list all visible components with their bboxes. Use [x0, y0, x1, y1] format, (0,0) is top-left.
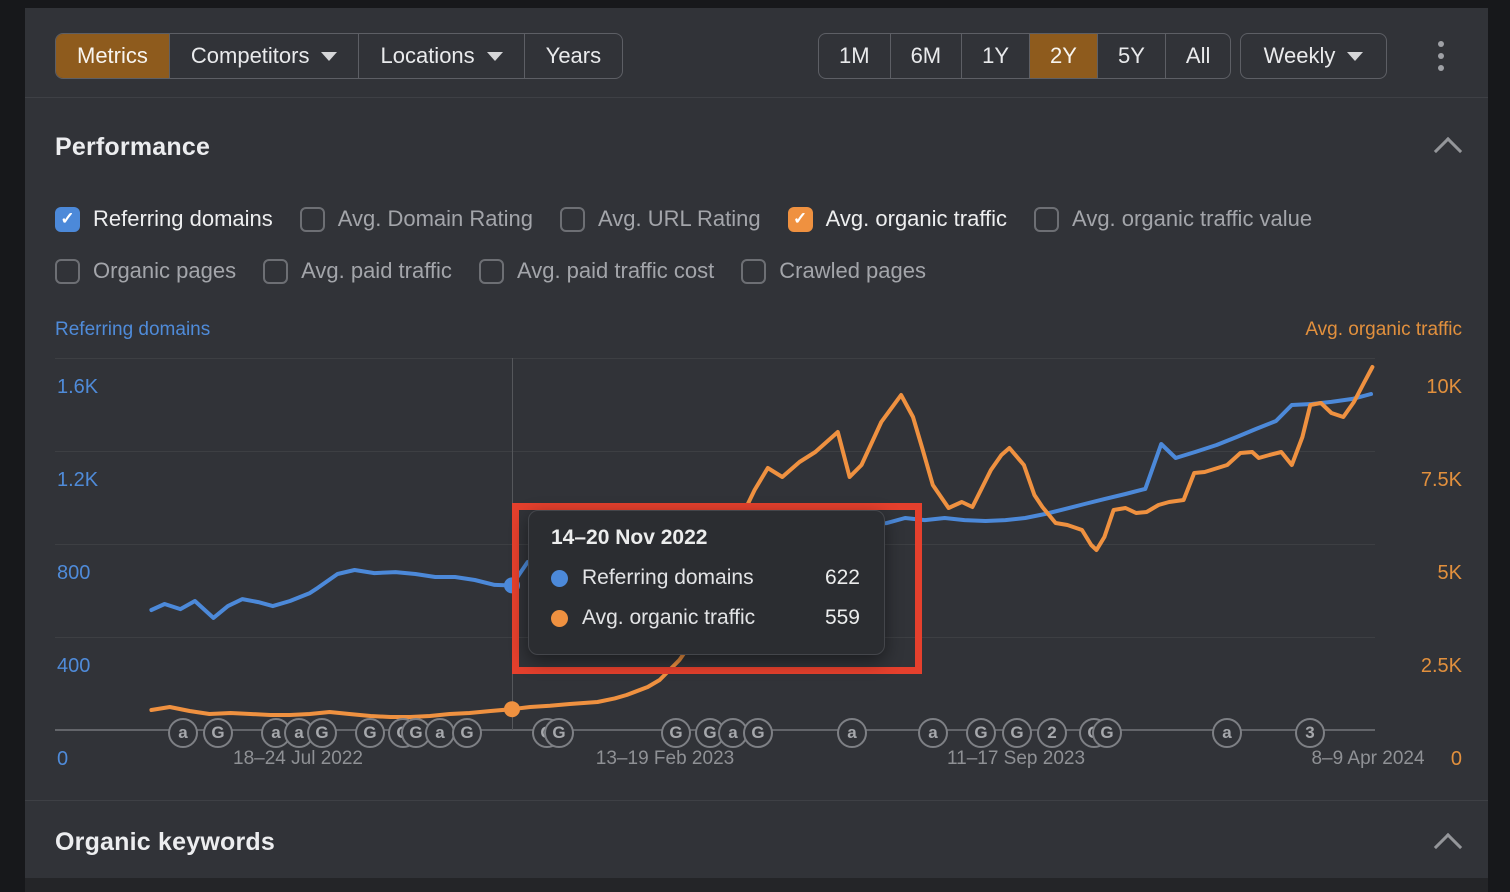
tab-locations[interactable]: Locations	[358, 34, 523, 78]
left-axis-title: Referring domains	[55, 319, 211, 340]
chart-tooltip: 14–20 Nov 2022 Referring domains 622 Avg. …	[528, 510, 885, 655]
metric-label: Avg. URL Rating	[598, 206, 761, 231]
metric-label: Avg. organic traffic	[825, 206, 1008, 231]
metric-label: Avg. paid traffic cost	[516, 258, 715, 283]
tooltip-date: 14–20 Nov 2022	[551, 526, 708, 549]
tab-years[interactable]: Years	[523, 34, 622, 78]
metric-toggle-avg-paid-traffic-cost[interactable]: Avg. paid traffic cost	[478, 258, 715, 284]
metric-toggle-avg-domain-rating[interactable]: Avg. Domain Rating	[299, 206, 533, 232]
performance-section-title: Performance	[55, 133, 211, 161]
tooltip-row: Avg. organic traffic 559	[551, 606, 860, 630]
metric-toggle-avg-organic-traffic[interactable]: ✓ Avg. organic traffic	[787, 206, 1008, 232]
interval-label: Weekly	[1263, 43, 1336, 68]
metric-label: Crawled pages	[779, 258, 926, 283]
range-1m[interactable]: 1M	[819, 34, 890, 78]
chevron-down-icon	[321, 51, 338, 61]
range-6m[interactable]: 6M	[889, 34, 962, 78]
tab-metrics[interactable]: Metrics	[56, 34, 169, 78]
metric-label: Referring domains	[93, 206, 273, 231]
tooltip-series-name: Referring domains	[582, 566, 754, 589]
view-tabs: Metrics Competitors Locations Years	[55, 33, 624, 79]
section-divider	[25, 800, 1488, 801]
metric-toggle-crawled-pages[interactable]: Crawled pages	[741, 258, 926, 284]
metric-toggle-referring-domains[interactable]: ✓ Referring domains	[55, 206, 273, 232]
tab-label: Locations	[380, 43, 475, 68]
toolbar-divider	[25, 97, 1488, 98]
range-all[interactable]: All	[1164, 34, 1230, 78]
right-axis-title: Avg. organic traffic	[1305, 319, 1462, 340]
unchecked-checkbox-icon	[478, 258, 504, 284]
tab-label: Metrics	[77, 43, 148, 68]
series-dot-icon	[551, 609, 568, 627]
metric-label: Avg. Domain Rating	[337, 206, 533, 231]
metric-toggles-row1: ✓ Referring domains Avg. Domain Rating Avg.…	[55, 205, 1312, 233]
metric-toggles-row2: Organic pages Avg. paid traffic Avg. paid …	[55, 257, 926, 285]
metric-toggle-avg-paid-traffic[interactable]: Avg. paid traffic	[263, 258, 452, 284]
unchecked-checkbox-icon	[263, 258, 289, 284]
range-1y[interactable]: 1Y	[961, 34, 1029, 78]
metric-label: Organic pages	[93, 258, 237, 283]
organic-keywords-section-title: Organic keywords	[55, 828, 275, 856]
highlight-annotation-box	[512, 503, 922, 674]
metric-label: Avg. organic traffic value	[1072, 206, 1313, 231]
tooltip-series-value: 622	[824, 566, 860, 589]
series-dot-icon	[551, 569, 568, 587]
checked-checkbox-icon: ✓	[55, 206, 80, 232]
tooltip-series-name: Avg. organic traffic	[582, 606, 756, 629]
chevron-down-icon	[486, 51, 503, 61]
range-2y[interactable]: 2Y	[1029, 34, 1097, 78]
tab-label: Years	[545, 43, 602, 68]
metric-label: Avg. paid traffic	[301, 258, 452, 283]
range-selector: 1M 6M 1Y 2Y 5Y All	[818, 33, 1232, 79]
kebab-menu-icon[interactable]	[1429, 39, 1453, 73]
metric-toggle-avg-url-rating[interactable]: Avg. URL Rating	[560, 206, 761, 232]
unchecked-checkbox-icon	[55, 258, 80, 284]
unchecked-checkbox-icon	[560, 206, 585, 232]
metric-toggle-organic-pages[interactable]: Organic pages	[55, 258, 236, 284]
tooltip-series-value: 559	[824, 606, 860, 629]
range-5y[interactable]: 5Y	[1096, 34, 1165, 78]
tooltip-row: Referring domains 622	[551, 566, 860, 590]
interval-dropdown[interactable]: Weekly	[1240, 33, 1387, 79]
tab-competitors[interactable]: Competitors	[168, 34, 359, 78]
chevron-down-icon	[1347, 51, 1364, 61]
unchecked-checkbox-icon	[741, 258, 767, 284]
checked-checkbox-icon: ✓	[787, 206, 813, 232]
tab-label: Competitors	[190, 43, 310, 68]
tooltip-rows: Referring domains 622 Avg. organic traffic…	[551, 566, 860, 630]
metric-toggle-avg-organic-traffic-value[interactable]: Avg. organic traffic value	[1034, 206, 1312, 232]
unchecked-checkbox-icon	[299, 206, 325, 232]
unchecked-checkbox-icon	[1034, 206, 1060, 232]
panel-background	[25, 8, 1488, 878]
bottom-band	[25, 878, 1488, 892]
